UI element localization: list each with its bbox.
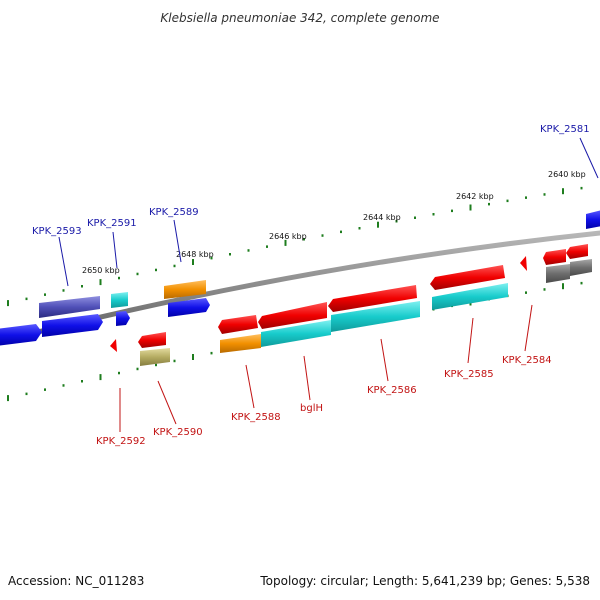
leader-kpk-2590 <box>157 380 177 425</box>
gene-kpk-2592[interactable] <box>110 339 117 352</box>
scale-label-2644: 2644 kbp <box>363 213 401 222</box>
leader-kpk-2591 <box>112 231 118 269</box>
gene-labels: KPK_2581 KPK_2589 KPK_2591 KPK_2593 KPK_… <box>32 124 590 447</box>
gene-gray-right-upper[interactable] <box>570 259 592 276</box>
gene-kpk-2586-cyan[interactable] <box>331 301 420 332</box>
leader-kpk-2584 <box>524 304 533 352</box>
gene-kpk-2591-blue[interactable] <box>116 311 130 326</box>
gene-kpk-2588-orange[interactable] <box>220 334 261 353</box>
gene-kpk-2590[interactable] <box>138 332 166 348</box>
scale-label-2640: 2640 kbp <box>548 170 586 179</box>
label-kpk-2585[interactable]: KPK_2585 <box>444 369 494 380</box>
forward-strand-genes <box>0 210 600 366</box>
label-kpk-2589[interactable]: KPK_2589 <box>149 207 199 218</box>
gene-kpk-2581[interactable] <box>586 210 600 229</box>
label-kpk-2592[interactable]: KPK_2592 <box>96 436 146 447</box>
label-kpk-2581[interactable]: KPK_2581 <box>540 124 590 135</box>
gene-kpk-2593[interactable] <box>39 296 100 318</box>
scale-labels: 2640 kbp 2642 kbp 2644 kbp 2646 kbp 2648… <box>82 170 586 275</box>
map-title: Klebsiella pneumoniae 342, complete geno… <box>160 11 439 25</box>
leader-kpk-2586 <box>380 338 389 382</box>
gene-bglh[interactable] <box>258 302 327 329</box>
label-kpk-2591[interactable]: KPK_2591 <box>87 218 137 229</box>
gene-gray-right-lower[interactable] <box>546 264 570 283</box>
scale-label-2648: 2648 kbp <box>176 250 214 259</box>
leader-kpk-2581 <box>579 137 599 179</box>
scale-label-2650: 2650 kbp <box>82 266 120 275</box>
label-leaders <box>58 137 599 432</box>
leader-kpk-2585 <box>467 317 474 364</box>
label-kpk-2593[interactable]: KPK_2593 <box>32 226 82 237</box>
gene-kpk-2589[interactable] <box>164 280 206 299</box>
gene-kpk-2588[interactable] <box>218 315 258 334</box>
leader-bglh <box>303 355 311 401</box>
accession-text: Accession: NC_011283 <box>8 574 144 588</box>
gene-kpk-2593-blue[interactable] <box>42 314 103 337</box>
label-kpk-2588[interactable]: KPK_2588 <box>231 412 281 423</box>
gene-kpk-2584-small[interactable] <box>520 256 527 271</box>
gene-kpk-2591[interactable] <box>111 292 128 308</box>
label-kpk-2590[interactable]: KPK_2590 <box>153 427 203 438</box>
gene-kpk-2585[interactable] <box>430 265 505 290</box>
scale-label-2642: 2642 kbp <box>456 192 494 201</box>
label-bglh[interactable]: bglH <box>300 403 323 414</box>
leader-kpk-2588 <box>245 364 255 409</box>
gene-kpk-2589-blue[interactable] <box>168 298 210 317</box>
genome-summary-text: Topology: circular; Length: 5,641,239 bp… <box>259 574 590 588</box>
label-kpk-2584[interactable]: KPK_2584 <box>502 355 552 366</box>
gene-kpk-2585-cyan[interactable] <box>432 283 508 310</box>
gene-left-edge-blue[interactable] <box>0 324 42 346</box>
scale-label-2646: 2646 kbp <box>269 232 307 241</box>
outer-scale-ticks <box>7 186 583 307</box>
leader-kpk-2593 <box>58 236 69 287</box>
label-kpk-2586[interactable]: KPK_2586 <box>367 385 417 396</box>
gene-kpk-2590-olive[interactable] <box>140 348 170 366</box>
gene-kpk-2584-upper-b[interactable] <box>543 249 566 265</box>
leader-kpk-2589 <box>173 219 182 263</box>
gene-bglh-cyan[interactable] <box>261 320 331 347</box>
gene-kpk-2586[interactable] <box>328 285 417 312</box>
gene-kpk-2584-upper-a[interactable] <box>566 244 588 259</box>
